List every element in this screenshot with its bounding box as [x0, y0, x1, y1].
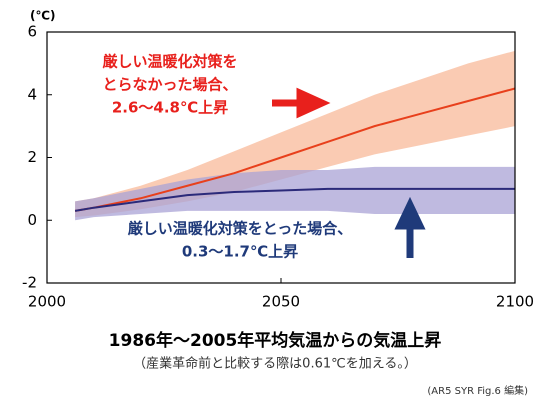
annotation: 0.3～1.7℃上昇	[182, 243, 298, 261]
annotation: 厳しい温暖化対策をとった場合、	[128, 220, 353, 238]
x-tick-label: 2000	[28, 293, 66, 311]
chart-title: 1986年～2005年平均気温からの気温上昇	[109, 330, 442, 351]
y-tick-label: -2	[22, 274, 37, 292]
line	[74, 87, 516, 212]
annotation: 厳しい温暖化対策を	[102, 53, 237, 71]
y-tick-label: 0	[27, 211, 37, 229]
x-tick-label: 2100	[496, 293, 534, 311]
y-axis-label: (℃)	[30, 9, 56, 23]
line	[74, 187, 515, 212]
y-tick-label: 2	[27, 148, 37, 166]
annotation: 2.6～4.8℃上昇	[112, 99, 228, 117]
annotation: とらなかった場合、	[102, 76, 237, 94]
band	[75, 166, 515, 221]
y-tick-label: 6	[27, 23, 37, 41]
y-tick-label: 4	[27, 85, 37, 103]
band	[75, 50, 515, 218]
red-arrow	[272, 87, 331, 119]
source: (AR5 SYR Fig.6 編集)	[427, 384, 528, 397]
x-tick-label: 2050	[262, 293, 300, 311]
chart-subtitle: （産業革命前と比較する際は0.61℃を加える。）	[133, 356, 417, 372]
blue-arrow	[394, 196, 426, 258]
